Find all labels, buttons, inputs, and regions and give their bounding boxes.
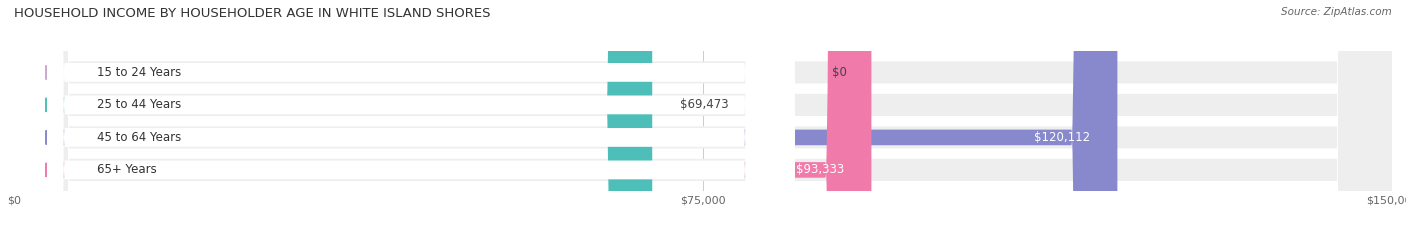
Text: 25 to 44 Years: 25 to 44 Years <box>97 98 181 111</box>
FancyBboxPatch shape <box>14 0 794 233</box>
Text: Source: ZipAtlas.com: Source: ZipAtlas.com <box>1281 7 1392 17</box>
FancyBboxPatch shape <box>14 0 794 233</box>
FancyBboxPatch shape <box>14 0 1118 233</box>
Text: 65+ Years: 65+ Years <box>97 163 156 176</box>
FancyBboxPatch shape <box>14 0 1392 233</box>
FancyBboxPatch shape <box>14 0 1392 233</box>
FancyBboxPatch shape <box>14 0 872 233</box>
FancyBboxPatch shape <box>14 0 794 233</box>
Text: 15 to 24 Years: 15 to 24 Years <box>97 66 181 79</box>
FancyBboxPatch shape <box>14 0 652 233</box>
Text: $69,473: $69,473 <box>679 98 728 111</box>
FancyBboxPatch shape <box>14 0 1392 233</box>
Text: $120,112: $120,112 <box>1033 131 1090 144</box>
FancyBboxPatch shape <box>14 0 794 233</box>
Text: HOUSEHOLD INCOME BY HOUSEHOLDER AGE IN WHITE ISLAND SHORES: HOUSEHOLD INCOME BY HOUSEHOLDER AGE IN W… <box>14 7 491 20</box>
FancyBboxPatch shape <box>14 0 1392 233</box>
Text: 45 to 64 Years: 45 to 64 Years <box>97 131 181 144</box>
Text: $93,333: $93,333 <box>796 163 844 176</box>
Text: $0: $0 <box>831 66 846 79</box>
